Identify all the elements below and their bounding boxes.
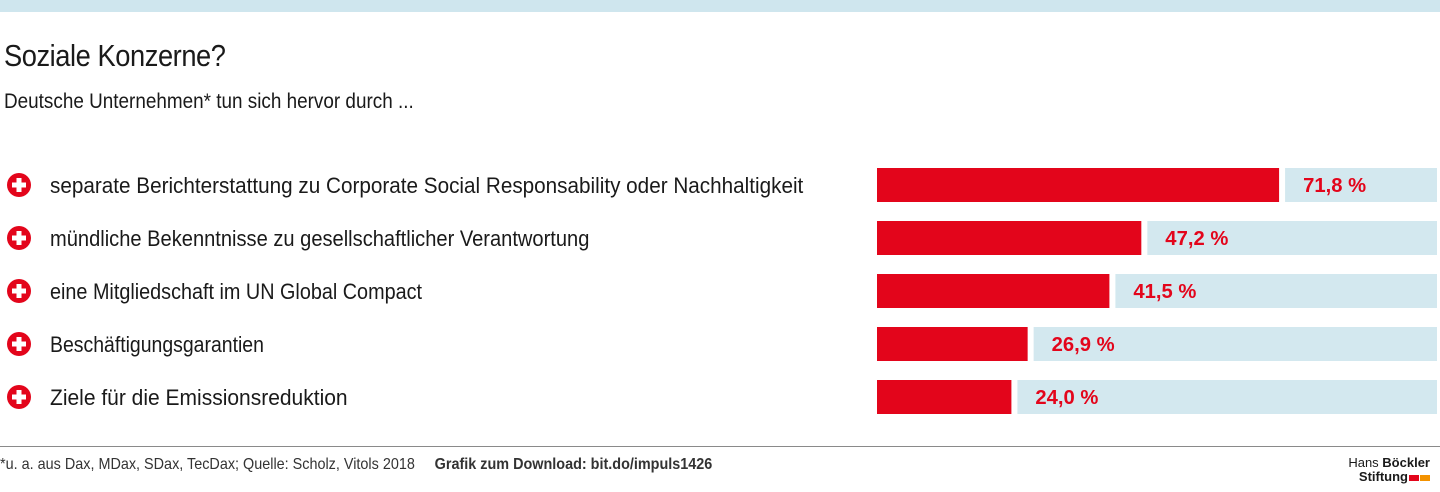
plus-icon <box>7 279 31 303</box>
bar-track <box>1285 168 1437 202</box>
value-label: 24,0 % <box>1035 387 1098 409</box>
bar <box>877 168 1280 202</box>
category-label: Beschäftigungsgarantien <box>50 332 264 357</box>
hans-boeckler-logo: Hans Böckler Stiftung <box>1340 456 1430 484</box>
category-label: separate Berichterstattung zu Corporate … <box>50 173 803 198</box>
bar-track <box>1033 327 1437 361</box>
value-label: 41,5 % <box>1133 281 1196 303</box>
chart-title: Soziale Konzerne? <box>4 38 226 73</box>
category-label: mündliche Bekenntnisse zu gesellschaftli… <box>50 226 589 251</box>
category-label: Ziele für die Emissionsreduktion <box>50 385 348 410</box>
value-label: 71,8 % <box>1303 175 1366 197</box>
bar <box>877 274 1110 308</box>
logo-bar-red <box>1409 474 1419 481</box>
value-label: 47,2 % <box>1165 228 1228 250</box>
plus-icon <box>7 385 31 409</box>
chart-subtitle: Deutsche Unternehmen* tun sich hervor du… <box>4 90 414 113</box>
bar-track <box>1147 221 1437 255</box>
logo-word-hans: Hans <box>1348 455 1383 470</box>
value-label: 26,9 % <box>1052 334 1115 356</box>
bar-track <box>1017 380 1437 414</box>
bar <box>877 327 1028 361</box>
plus-icon <box>7 226 31 250</box>
logo-word-boeckler: Böckler <box>1382 455 1430 470</box>
plus-icon <box>7 173 31 197</box>
logo-word-stiftung: Stiftung <box>1358 469 1408 484</box>
bar <box>877 221 1142 255</box>
plus-icon <box>7 332 31 356</box>
footer-divider <box>0 446 1440 447</box>
bar <box>877 380 1012 414</box>
bar-chart: separate Berichterstattung zu Corporate … <box>7 168 1437 414</box>
footer: *u. a. aus Dax, MDax, SDax, TecDax; Quel… <box>0 456 712 474</box>
logo-bar-orange <box>1420 474 1430 481</box>
download-link[interactable]: Grafik zum Download: bit.do/impuls1426 <box>434 456 713 473</box>
category-label: eine Mitgliedschaft im UN Global Compact <box>50 279 422 304</box>
bar-track <box>1115 274 1437 308</box>
source-note: *u. a. aus Dax, MDax, SDax, TecDax; Quel… <box>0 456 415 473</box>
top-band <box>0 0 1440 12</box>
